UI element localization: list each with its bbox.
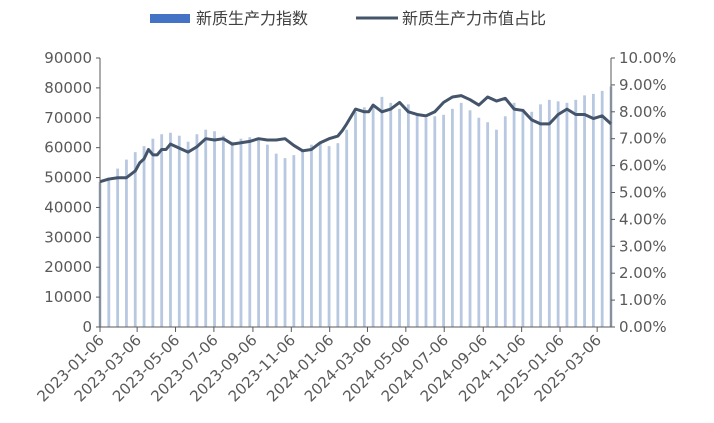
bar (398, 108, 401, 327)
bar (239, 138, 243, 327)
bar (389, 102, 393, 327)
bar (204, 129, 208, 327)
left-axis-ticks: 0 10000 20000 30000 40000 50000 60000 70000 8000… (44, 49, 100, 336)
left-tick-label: 70000 (44, 109, 92, 127)
bar (556, 101, 560, 327)
bar (583, 95, 586, 327)
bar (318, 141, 322, 327)
left-tick-label: 20000 (44, 258, 92, 276)
bar (433, 116, 437, 327)
bar (213, 131, 216, 327)
bar (521, 108, 525, 327)
bar (186, 141, 190, 327)
bar (195, 134, 199, 327)
right-tick-label: 10.00% (619, 49, 676, 67)
bar (565, 102, 569, 327)
bar (591, 93, 595, 328)
bar (125, 159, 128, 327)
bar (142, 146, 146, 327)
bar (345, 129, 349, 327)
bar (283, 158, 287, 327)
bar (574, 99, 578, 327)
bar (362, 107, 366, 327)
bar (415, 113, 419, 327)
bar (221, 135, 225, 327)
right-tick-label: 4.00% (619, 210, 667, 228)
bar (177, 135, 181, 327)
bar (371, 105, 375, 327)
right-tick-label: 5.00% (619, 184, 667, 202)
bar (107, 177, 111, 327)
bar (310, 144, 313, 327)
legend: 新质生产力指数 新质生产力市值占比 (150, 9, 546, 28)
left-tick-label: 80000 (44, 79, 92, 97)
right-tick-label: 9.00% (619, 76, 667, 94)
line-path (99, 94, 613, 184)
left-tick-label: 60000 (44, 139, 92, 157)
right-tick-label: 2.00% (619, 264, 667, 282)
bar (495, 129, 498, 327)
right-tick-label: 3.00% (619, 237, 667, 255)
bar (169, 132, 172, 327)
left-tick-label: 10000 (44, 288, 92, 306)
bar (151, 138, 155, 327)
bar (539, 104, 542, 327)
legend-swatch-bar (150, 14, 190, 23)
bar (512, 102, 516, 327)
bar (133, 152, 137, 327)
bar-series (98, 86, 613, 328)
bar (274, 153, 278, 327)
bar (336, 143, 340, 327)
bar (116, 168, 120, 327)
bar (486, 122, 490, 327)
right-tick-label: 1.00% (619, 291, 667, 309)
bar (424, 117, 428, 327)
bar (600, 90, 604, 327)
bar (230, 141, 234, 327)
bar (503, 116, 507, 327)
right-tick-label: 8.00% (619, 103, 667, 121)
bar (547, 99, 551, 327)
bar (380, 96, 384, 327)
legend-label-bar: 新质生产力指数 (196, 9, 308, 28)
left-tick-label: 30000 (44, 228, 92, 246)
bar (406, 104, 410, 327)
bar (248, 137, 252, 327)
right-tick-label: 7.00% (619, 130, 667, 148)
left-tick-label: 40000 (44, 198, 92, 216)
bar (468, 110, 472, 327)
bar (266, 144, 269, 327)
bar (257, 140, 260, 327)
bar (354, 111, 357, 327)
line-series (99, 94, 613, 184)
bar (160, 134, 164, 327)
bar (459, 102, 463, 327)
bar (301, 149, 305, 327)
bar (451, 108, 454, 327)
bar (327, 146, 331, 327)
x-axis-ticks: 2023-01-062023-03-062023-05-062023-07-06… (33, 327, 605, 405)
right-tick-label: 0.00% (619, 318, 667, 336)
legend-label-line: 新质生产力市值占比 (402, 9, 546, 28)
bar (292, 155, 296, 327)
bar (530, 111, 534, 327)
bar (442, 114, 445, 327)
left-tick-label: 50000 (44, 169, 92, 187)
right-axis-ticks: 0.00% 1.00% 2.00% 3.00% 4.00% 5.00% 6.00% 7.00%… (611, 49, 676, 336)
bar (477, 117, 481, 327)
right-tick-label: 6.00% (619, 157, 667, 175)
left-tick-label: 90000 (44, 49, 92, 67)
left-tick-label: 0 (82, 318, 92, 336)
